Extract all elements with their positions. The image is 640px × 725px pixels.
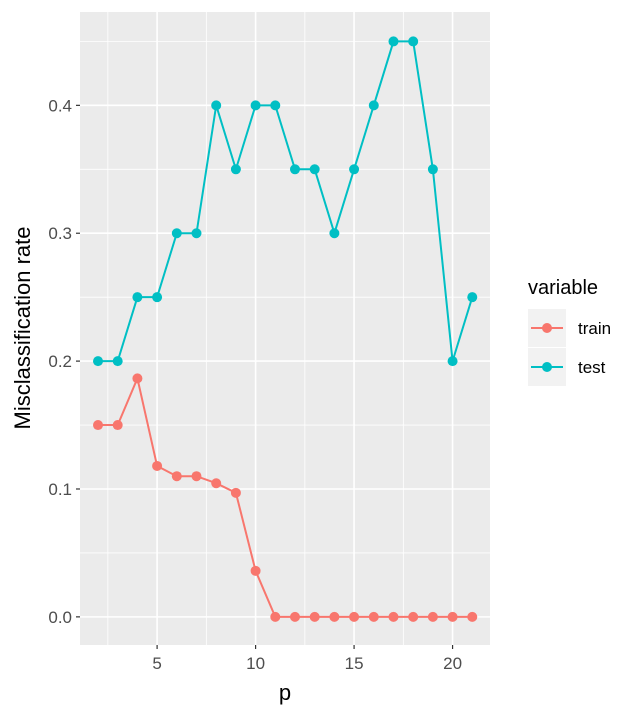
legend-key-point: [542, 323, 552, 333]
train-point: [427, 611, 438, 622]
test-point: [93, 356, 104, 367]
train-point: [270, 611, 281, 622]
train-point: [329, 611, 340, 622]
train-point: [349, 611, 360, 622]
x-axis-label: p: [279, 680, 291, 705]
train-point: [250, 565, 261, 576]
legend-label-test: test: [578, 358, 606, 377]
train-point: [93, 420, 104, 431]
legend-label-train: train: [578, 319, 611, 338]
train-point: [112, 420, 123, 431]
y-axis-label: Misclassification rate: [10, 227, 35, 430]
train-point: [408, 611, 419, 622]
plot-panel: [80, 12, 490, 645]
train-point: [152, 460, 163, 471]
x-tick-label: 20: [443, 654, 462, 673]
test-point: [132, 292, 143, 303]
test-point: [388, 36, 399, 47]
y-tick-label: 0.4: [48, 96, 72, 115]
train-point: [230, 487, 241, 498]
test-point: [349, 164, 360, 175]
test-point: [289, 164, 300, 175]
test-point: [368, 100, 379, 111]
test-point: [427, 164, 438, 175]
test-point: [447, 356, 458, 367]
train-point: [211, 478, 222, 489]
train-point: [191, 471, 202, 482]
test-point: [171, 228, 182, 239]
train-point: [447, 611, 458, 622]
test-point: [309, 164, 320, 175]
y-tick-label: 0.3: [48, 224, 72, 243]
train-point: [388, 611, 399, 622]
legend-key-point: [542, 362, 552, 372]
x-tick-label: 10: [246, 654, 265, 673]
test-point: [467, 292, 478, 303]
test-point: [250, 100, 261, 111]
test-point: [211, 100, 222, 111]
train-point: [368, 611, 379, 622]
train-point: [132, 373, 143, 384]
train-point: [289, 611, 300, 622]
x-tick-label: 15: [345, 654, 364, 673]
x-tick-label: 5: [152, 654, 161, 673]
test-point: [152, 292, 163, 303]
test-point: [191, 228, 202, 239]
y-tick-label: 0.2: [48, 352, 72, 371]
train-point: [309, 611, 320, 622]
train-point: [171, 471, 182, 482]
train-point: [467, 611, 478, 622]
test-point: [408, 36, 419, 47]
y-tick-label: 0.1: [48, 480, 72, 499]
legend-title: variable: [528, 277, 598, 299]
test-point: [329, 228, 340, 239]
test-point: [230, 164, 241, 175]
y-tick-label: 0.0: [48, 608, 72, 627]
test-point: [112, 356, 123, 367]
test-point: [270, 100, 281, 111]
